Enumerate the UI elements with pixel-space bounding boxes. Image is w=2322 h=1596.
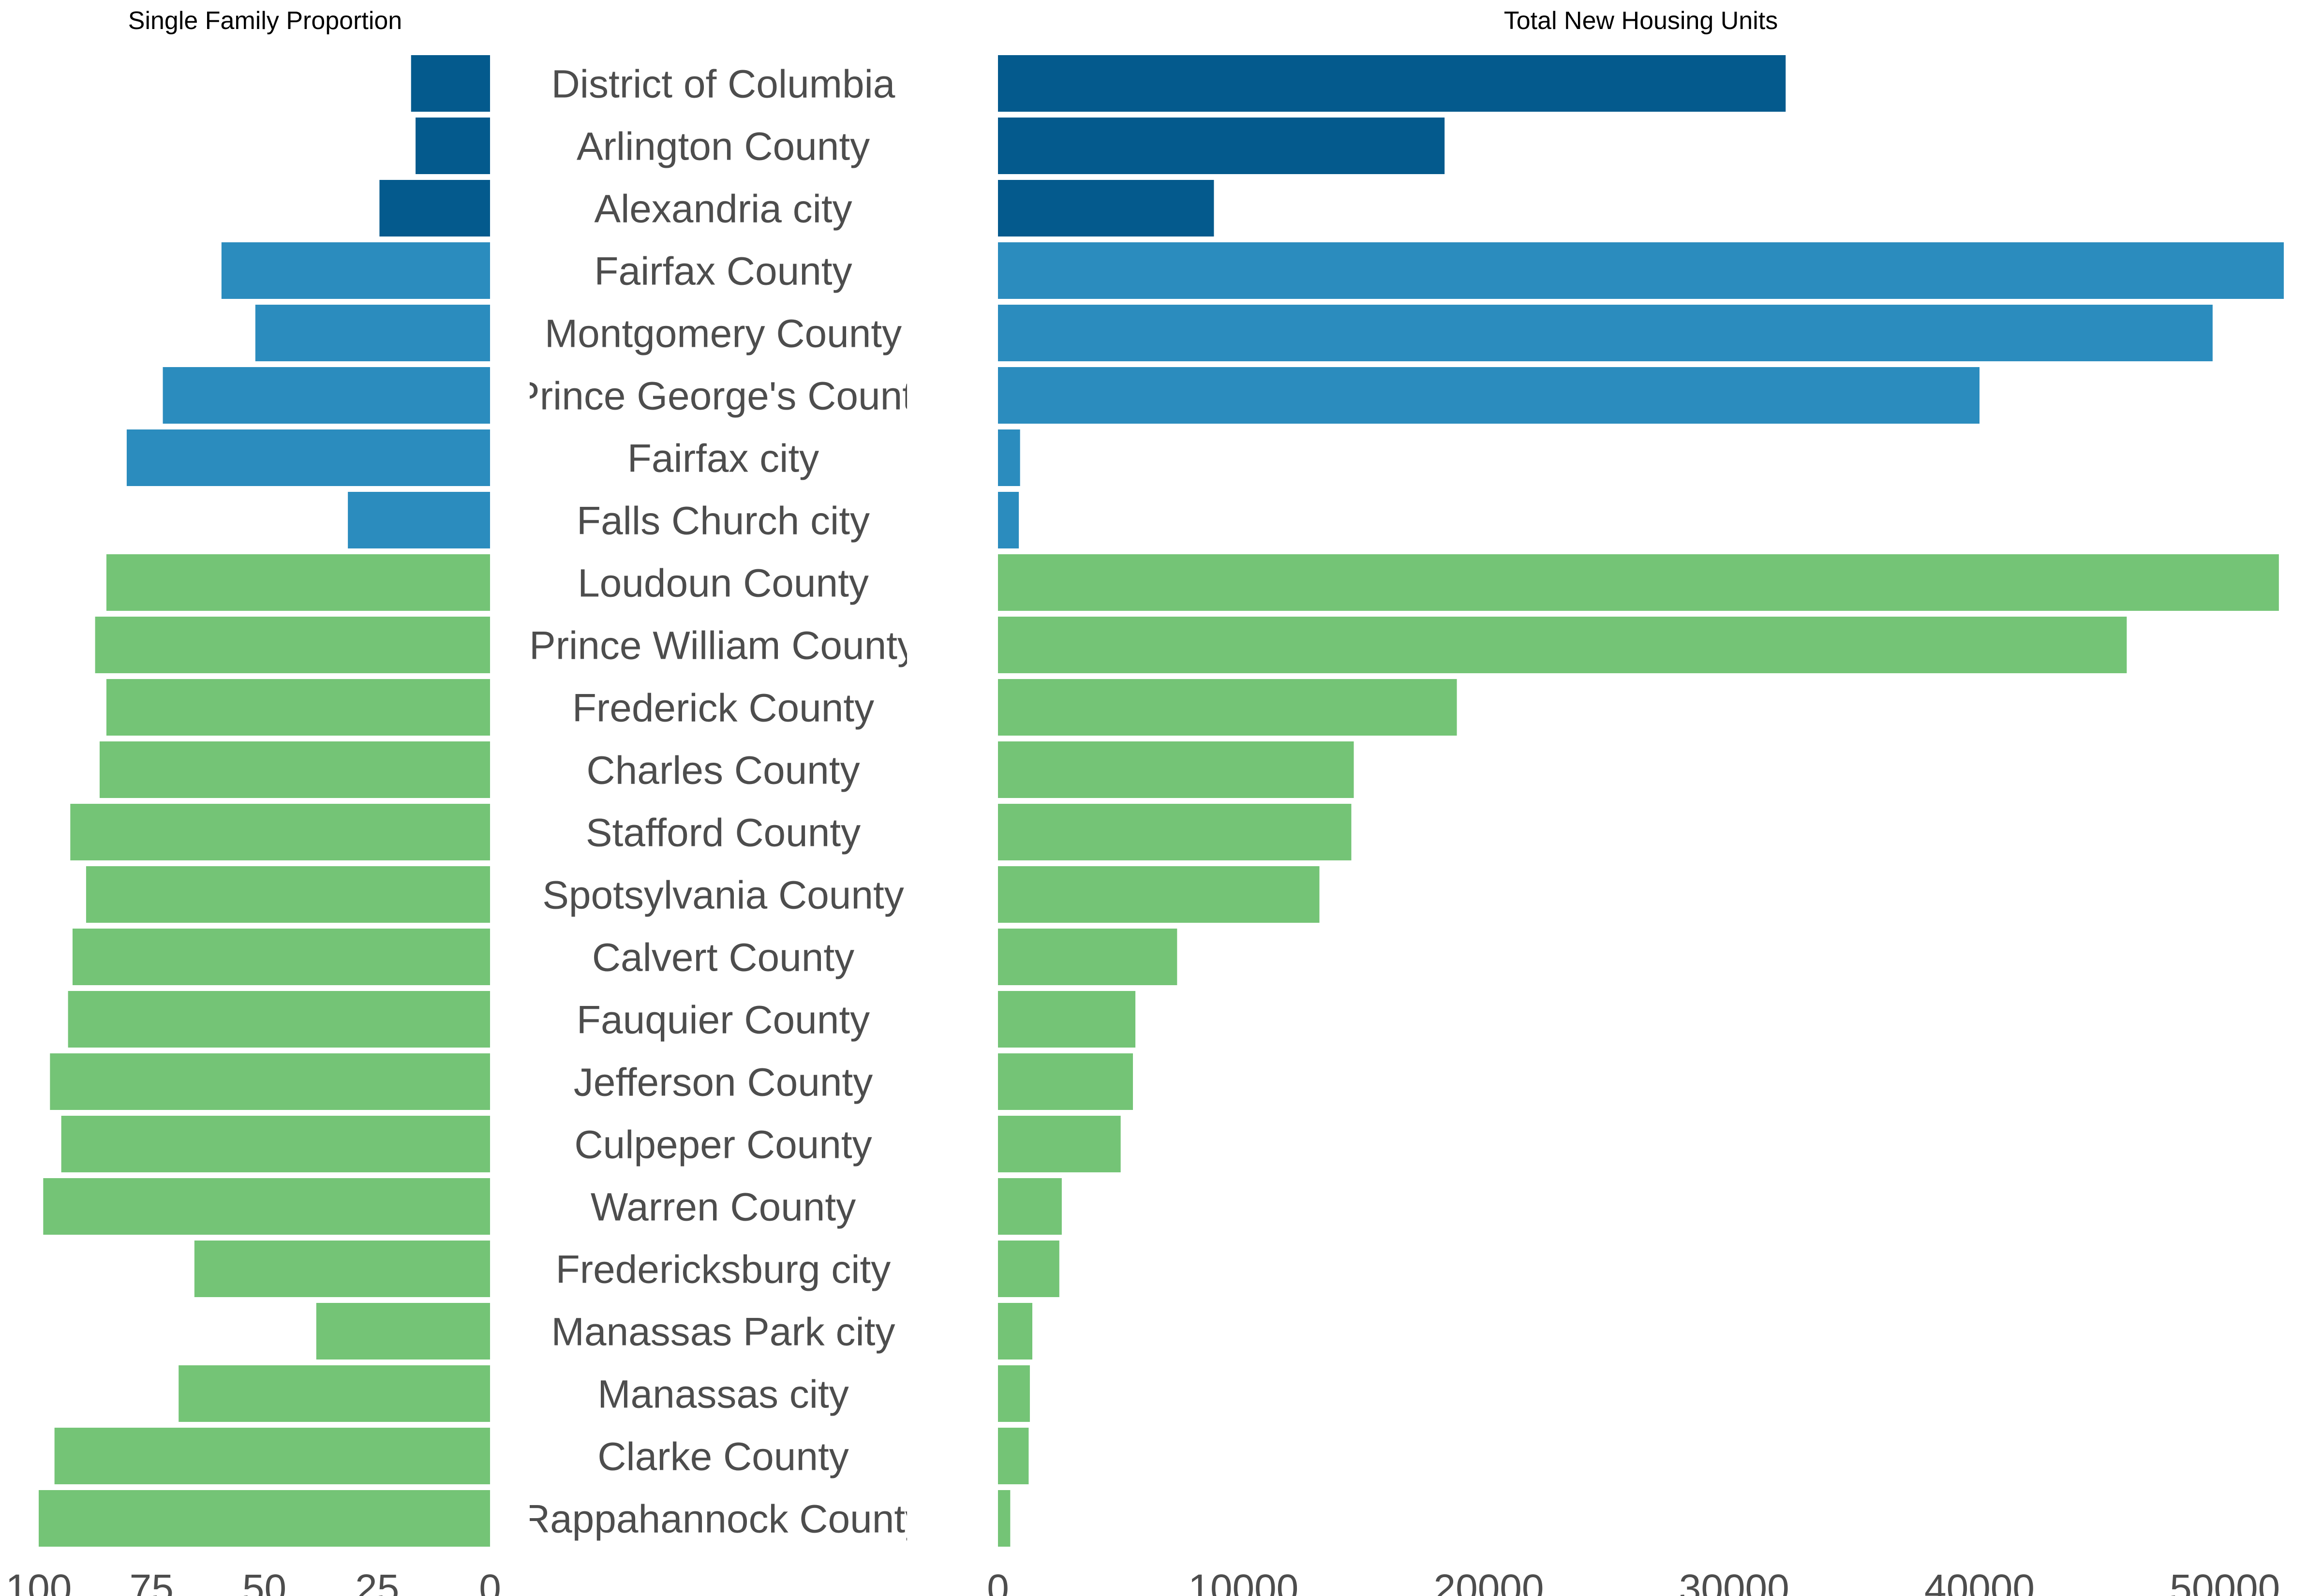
county-label-fairfax-county: Fairfax County [594,250,852,294]
left-axis-tick-label: 75 [130,1566,174,1596]
housing-units-bar-jefferson-county [998,1053,1133,1110]
left-bars-group [39,55,491,1547]
right-axis-ticks: 0 10000 20000 30000 40000 50000 [987,1566,2280,1596]
housing-units-bar-warren-county [998,1178,1062,1235]
left-panel-title: Single Family Proportion [128,7,402,35]
housing-units-bar-clarke-county [998,1428,1029,1484]
single-family-bar-frederick-county [106,679,490,736]
left-axis-ticks: 100 75 50 25 0 [6,1566,501,1596]
county-label-loudoun-county: Loudoun County [578,562,869,606]
right-axis-tick-label: 20000 [1433,1566,1544,1596]
housing-units-bar-alexandria-city [998,180,1214,236]
single-family-bar-fredericksburg-city [194,1241,490,1297]
single-family-bar-fairfax-county [221,242,490,299]
single-family-bar-calvert-county [72,929,491,985]
housing-units-bar-spotsylvania-county [998,866,1320,923]
single-family-bar-fauquier-county [68,991,490,1048]
housing-units-bar-fredericksburg-city [998,1241,1059,1297]
county-label-jefferson-county: Jefferson County [574,1061,873,1105]
housing-units-bar-manassas-city [998,1365,1030,1422]
housing-units-bar-prince-george-s-county [998,367,1980,424]
single-family-bar-culpeper-county [61,1116,490,1172]
housing-units-bar-prince-william-county [998,617,2127,673]
single-family-bar-montgomery-county [255,305,490,361]
housing-units-bar-fairfax-county [998,242,2284,299]
single-family-bar-fairfax-city [126,429,490,486]
county-label-charles-county: Charles County [586,749,860,793]
housing-units-bar-stafford-county [998,804,1352,860]
single-family-bar-spotsylvania-county [86,866,491,923]
housing-units-bar-loudoun-county [998,554,2279,611]
right-axis-tick-label: 40000 [1924,1566,2035,1596]
housing-units-bar-manassas-park-city [998,1303,1033,1360]
county-label-district-of-columbia: District of Columbia [551,62,895,106]
county-label-calvert-county: Calvert County [592,936,854,980]
county-label-fairfax-city: Fairfax city [627,437,819,481]
right-axis-tick-label: 0 [987,1566,1009,1596]
housing-units-bar-calvert-county [998,929,1177,985]
single-family-bar-rappahannock-county [39,1490,490,1547]
single-family-bar-clarke-county [54,1428,490,1484]
housing-units-bar-falls-church-city [998,492,1019,548]
county-label-arlington-county: Arlington County [577,125,870,169]
county-label-frederick-county: Frederick County [572,686,874,730]
housing-units-bar-fairfax-city [998,429,1020,486]
county-label-stafford-county: Stafford County [586,811,861,855]
single-family-bar-loudoun-county [106,554,490,611]
housing-units-bar-district-of-columbia [998,55,1786,112]
left-axis-tick-label: 0 [479,1566,501,1596]
right-axis-tick-label: 10000 [1188,1566,1298,1596]
county-label-alexandria-city: Alexandria city [594,187,852,231]
housing-units-bar-charles-county [998,741,1354,798]
county-label-fauquier-county: Fauquier County [577,998,870,1042]
housing-units-bar-culpeper-county [998,1116,1121,1172]
county-label-rappahannock-county: Rappahannock County [521,1497,925,1541]
county-label-culpeper-county: Culpeper County [574,1123,872,1167]
county-label-falls-church-city: Falls Church city [577,499,870,543]
single-family-bar-stafford-county [70,804,490,860]
single-family-bar-prince-george-s-county [163,367,490,424]
single-family-bar-district-of-columbia [411,55,490,112]
left-axis-tick-label: 25 [355,1566,399,1596]
single-family-bar-warren-county [43,1178,490,1235]
county-label-montgomery-county: Montgomery County [545,312,902,356]
single-family-bar-charles-county [99,741,490,798]
right-axis-tick-label: 50000 [2170,1566,2280,1596]
county-label-prince-george-s-county: Prince George's County [513,374,933,418]
county-label-fredericksburg-city: Fredericksburg city [556,1248,891,1292]
county-label-manassas-park-city: Manassas Park city [551,1310,895,1354]
county-label-manassas-city: Manassas city [597,1373,849,1417]
single-family-bar-falls-church-city [348,492,490,548]
single-family-bar-manassas-city [179,1365,491,1422]
right-bars-group [998,55,2284,1547]
single-family-bar-arlington-county [416,118,490,174]
housing-units-bar-montgomery-county [998,305,2213,361]
left-axis-tick-label: 50 [242,1566,286,1596]
county-labels-group: District of Columbia Arlington County Alex… [513,62,933,1541]
single-family-bar-alexandria-city [379,180,490,236]
housing-units-bar-rappahannock-county [998,1490,1011,1547]
county-label-prince-william-county: Prince William County [529,624,917,668]
single-family-bar-jefferson-county [50,1053,490,1110]
left-axis-tick-label: 100 [6,1566,72,1596]
county-label-warren-county: Warren County [591,1185,856,1229]
single-family-bar-manassas-park-city [316,1303,490,1360]
housing-units-bar-frederick-county [998,679,1457,736]
housing-units-bar-arlington-county [998,118,1445,174]
right-axis-tick-label: 30000 [1679,1566,1789,1596]
county-label-spotsylvania-county: Spotsylvania County [542,873,904,917]
right-panel-title: Total New Housing Units [1504,7,1778,35]
single-family-bar-prince-william-county [95,617,490,673]
housing-units-bar-fauquier-county [998,991,1136,1048]
county-label-clarke-county: Clarke County [597,1435,849,1479]
